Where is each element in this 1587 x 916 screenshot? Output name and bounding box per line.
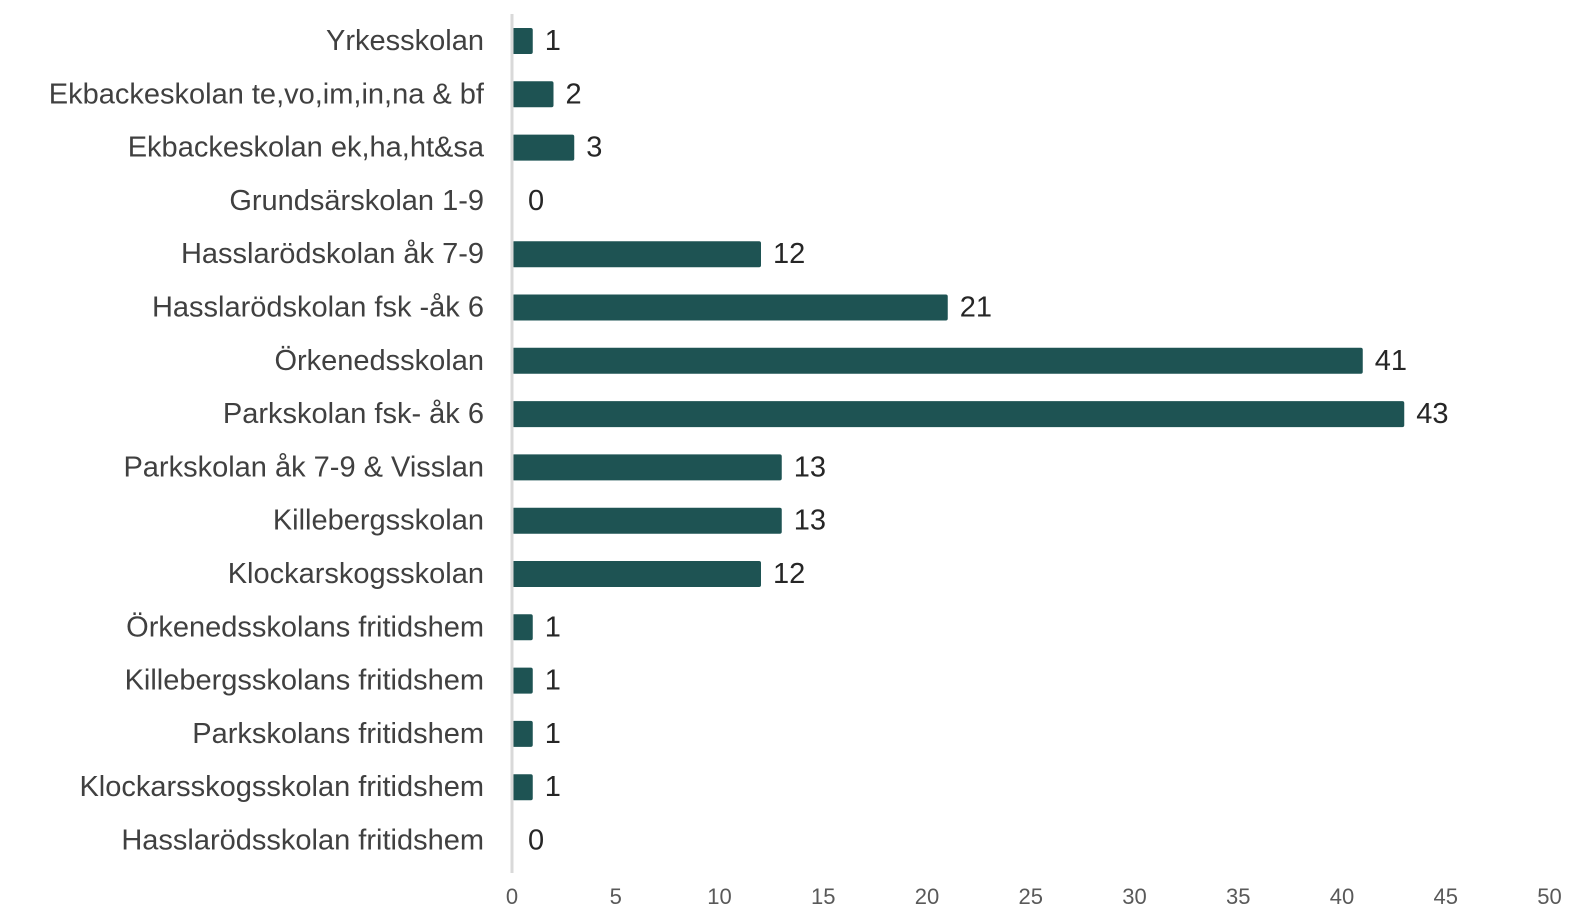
x-tick-label: 25 [1019, 884, 1043, 909]
bar [512, 507, 782, 534]
category-label: Parkskolan fsk- åk 6 [223, 398, 484, 430]
bar [512, 294, 948, 321]
bar [512, 401, 1405, 428]
x-tick-label: 45 [1434, 884, 1458, 909]
category-label: Ekbackeskolan te,vo,im,in,na & bf [49, 78, 485, 110]
x-tick-label: 30 [1122, 884, 1146, 909]
category-label: Klockarskogsskolan [228, 558, 484, 590]
bar [512, 241, 761, 268]
bar [512, 561, 761, 587]
x-tick-label: 20 [915, 884, 939, 909]
category-label: Killebergsskolans fritidshem [125, 665, 484, 697]
bar [512, 614, 533, 641]
category-label: Örkenedsskolans fritidshem [126, 611, 484, 643]
category-label: Hasslarödskolan åk 7-9 [181, 238, 484, 270]
x-tick-label: 35 [1226, 884, 1250, 909]
data-label: 12 [773, 238, 805, 270]
data-label: 1 [545, 611, 561, 643]
bar [512, 667, 533, 694]
x-axis-tick-labels: 0 5 10 15 20 25 30 35 40 45 50 [506, 884, 1562, 909]
data-label: 1 [545, 25, 561, 57]
data-label: 0 [528, 185, 544, 217]
category-label: Parkskolans fritidshem [192, 718, 484, 750]
data-label: 13 [794, 505, 826, 537]
bar [512, 81, 554, 108]
data-label: 0 [528, 825, 544, 857]
bar [512, 454, 782, 481]
data-label: 1 [545, 718, 561, 750]
data-label: 41 [1375, 345, 1407, 377]
data-label: 12 [773, 558, 805, 590]
category-label: Hasslarödskolan fsk -åk 6 [152, 292, 484, 324]
category-label: Hasslarödsskolan fritidshem [121, 825, 484, 857]
bar [512, 347, 1363, 374]
category-label: Ekbackeskolan ek,ha,ht&sa [128, 132, 485, 164]
data-label: 2 [566, 78, 582, 110]
data-label: 43 [1416, 398, 1448, 430]
bar [512, 28, 533, 54]
category-label: Yrkesskolan [326, 25, 484, 57]
data-label: 1 [545, 771, 561, 803]
x-tick-label: 15 [811, 884, 835, 909]
data-label: 1 [545, 665, 561, 697]
x-tick-label: 5 [610, 884, 622, 909]
bar [512, 134, 575, 161]
category-label: Örkenedsskolan [274, 345, 484, 377]
category-label: Parkskolan åk 7-9 & Visslan [123, 451, 484, 483]
x-tick-label: 10 [707, 884, 731, 909]
bar [512, 720, 533, 747]
bars-layer [512, 28, 1405, 801]
data-label: 3 [586, 132, 602, 164]
x-tick-label: 0 [506, 884, 518, 909]
category-labels: Yrkesskolan Ekbackeskolan te,vo,im,in,na … [49, 25, 485, 857]
bar [512, 774, 533, 801]
x-tick-label: 50 [1537, 884, 1561, 909]
x-tick-label: 40 [1330, 884, 1354, 909]
category-label: Klockarsskogsskolan fritidshem [79, 771, 484, 803]
category-label: Killebergsskolan [273, 505, 484, 537]
category-label: Grundsärskolan 1-9 [229, 185, 484, 217]
data-label: 21 [960, 292, 992, 324]
data-label: 13 [794, 451, 826, 483]
